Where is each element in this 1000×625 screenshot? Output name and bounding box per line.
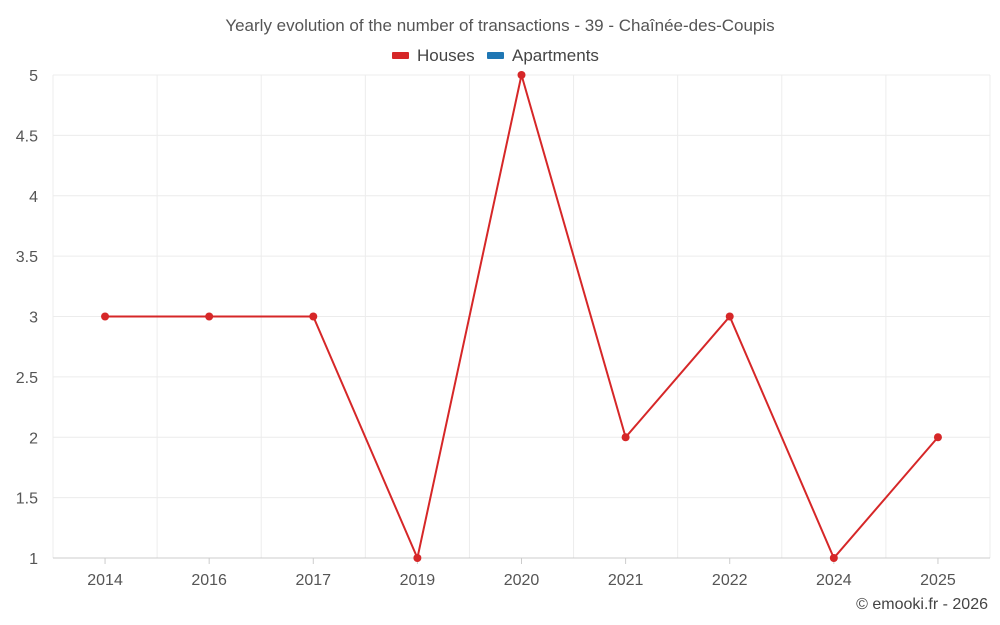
credit-text: © emooki.fr - 2026	[856, 596, 988, 613]
y-tick-label: 5	[29, 68, 38, 85]
legend-swatch-houses	[392, 52, 409, 59]
x-tick-label: 2024	[816, 572, 852, 589]
x-tick-label: 2014	[87, 572, 123, 589]
series-layer	[101, 71, 942, 562]
x-tick-label: 2019	[400, 572, 436, 589]
data-point-houses[interactable]	[309, 312, 318, 321]
y-tick-label: 2.5	[16, 370, 38, 387]
data-point-houses[interactable]	[101, 312, 110, 321]
x-tick-label: 2020	[504, 572, 540, 589]
x-tick-label: 2016	[191, 572, 227, 589]
y-tick-label: 1.5	[16, 491, 38, 508]
legend-label-houses: Houses	[417, 46, 475, 65]
legend-swatch-apartments	[487, 52, 504, 59]
x-axis-ticks: 2014 2016 2017 2019 2020 2021 2022 2024 2025	[87, 558, 956, 589]
data-point-houses[interactable]	[829, 554, 838, 562]
legend-item-houses[interactable]: Houses	[392, 46, 475, 65]
y-tick-label: 4	[29, 189, 38, 206]
y-tick-label: 3	[29, 310, 38, 327]
legend-label-apartments: Apartments	[512, 46, 599, 65]
x-tick-label: 2021	[608, 572, 644, 589]
y-tick-label: 4.5	[16, 128, 38, 145]
data-point-houses[interactable]	[933, 433, 942, 442]
x-tick-label: 2022	[712, 572, 748, 589]
data-point-houses[interactable]	[621, 433, 630, 442]
legend-item-apartments[interactable]: Apartments	[487, 46, 599, 65]
chart-title: Yearly evolution of the number of transa…	[225, 16, 774, 35]
y-tick-label: 2	[29, 430, 38, 447]
y-axis-ticks: 1 1.5 2 2.5 3 3.5 4 4.5 5	[16, 68, 38, 568]
x-tick-label: 2025	[920, 572, 956, 589]
x-tick-label: 2017	[295, 572, 331, 589]
data-point-houses[interactable]	[413, 554, 422, 562]
data-point-houses[interactable]	[205, 312, 214, 321]
y-tick-label: 1	[29, 551, 38, 568]
legend[interactable]: Houses Apartments	[392, 46, 599, 65]
data-point-houses[interactable]	[725, 312, 734, 321]
y-tick-label: 3.5	[16, 249, 38, 266]
data-point-houses[interactable]	[517, 71, 526, 79]
